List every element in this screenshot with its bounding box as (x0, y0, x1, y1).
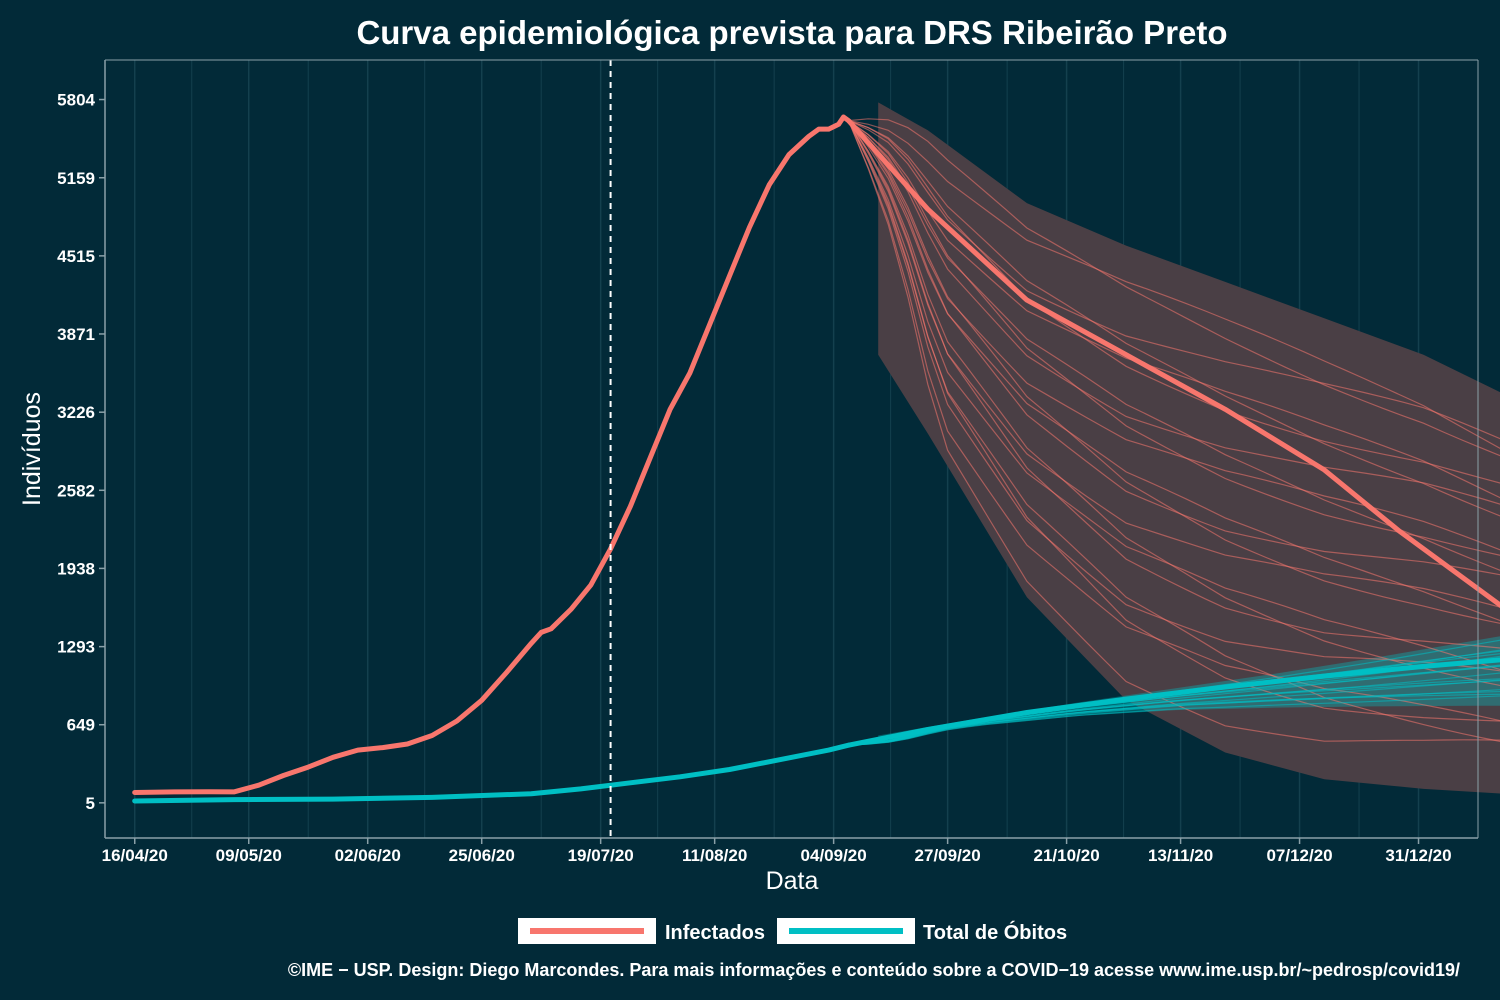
trajectory-infectados (848, 118, 1500, 457)
trajectory-obitos (848, 695, 1500, 746)
x-tick-label: 02/06/20 (335, 846, 401, 865)
x-tick-label: 16/04/20 (102, 846, 168, 865)
y-tick-label: 2582 (57, 481, 95, 500)
trajectory-obitos (848, 679, 1500, 746)
trajectory-infectados (848, 120, 1500, 571)
y-axis-title: Indivíduos (18, 392, 46, 506)
series-lines (132, 60, 1500, 838)
trajectory-infectados (847, 120, 1500, 742)
y-tick-label: 1938 (57, 559, 95, 578)
trajectory-infectados (847, 120, 1500, 608)
trajectory-infectados (848, 120, 1500, 450)
band-obitos (878, 636, 1500, 741)
y-tick-label: 5804 (57, 91, 95, 110)
trajectory-infectados (848, 120, 1500, 499)
y-tick-label: 5159 (57, 169, 95, 188)
trajectory-infectados (847, 120, 1500, 672)
trajectory-infectados (847, 120, 1500, 742)
legend-label-obitos: Total de Óbitos (923, 920, 1067, 944)
x-tick-label: 13/11/20 (1148, 846, 1213, 865)
y-tick-label: 5 (86, 794, 95, 813)
x-tick-label: 21/10/20 (1034, 846, 1100, 865)
y-tick-label: 4515 (57, 247, 95, 266)
x-tick-label: 09/05/20 (216, 846, 282, 865)
trajectory-infectados (848, 120, 1500, 556)
x-axis-title: Data (766, 867, 819, 895)
y-tick-label: 3871 (57, 325, 95, 344)
trajectory-infectados (847, 120, 1500, 722)
x-tick-label: 07/12/20 (1266, 846, 1332, 865)
trajectory-infectados (847, 120, 1500, 687)
x-tick-label: 31/12/20 (1385, 846, 1451, 865)
x-tick-label: 25/06/20 (449, 846, 515, 865)
trajectory-infectados (847, 120, 1500, 671)
legend: Infectados Total de Óbitos (518, 918, 1067, 944)
trajectory-infectados (848, 120, 1500, 440)
forecast-bands (878, 102, 1500, 794)
trajectory-infectados (848, 120, 1500, 622)
chart-title: Curva epidemiológica prevista para DRS R… (356, 14, 1227, 51)
axes: 16/04/20 09/05/20 02/06/20 25/06/20 19/07/20… (57, 59, 1479, 865)
x-tick-label: 11/08/20 (682, 846, 747, 865)
trajectory-infectados (848, 120, 1500, 517)
y-tick-label: 649 (67, 716, 95, 735)
trajectory-infectados (848, 120, 1500, 576)
x-tick-label: 19/07/20 (568, 846, 634, 865)
x-tick-label: 27/09/20 (915, 846, 981, 865)
y-tick-label: 3226 (57, 403, 95, 422)
line-infectados-forecast (846, 118, 1500, 609)
trajectory-infectados (847, 120, 1500, 649)
y-tick-label: 1293 (57, 638, 95, 657)
line-infectados-observed (132, 114, 851, 795)
band-infectados (878, 102, 1500, 794)
caption: ©IME − USP. Design: Diego Marcondes. Par… (288, 960, 1460, 980)
line-obitos-observed (132, 742, 851, 804)
trajectory-infectados (848, 120, 1500, 624)
x-tick-label: 04/09/20 (801, 846, 867, 865)
line-obitos-forecast (848, 657, 1500, 748)
legend-label-infectados: Infectados (665, 922, 765, 944)
trajectory-infectados (848, 120, 1500, 505)
